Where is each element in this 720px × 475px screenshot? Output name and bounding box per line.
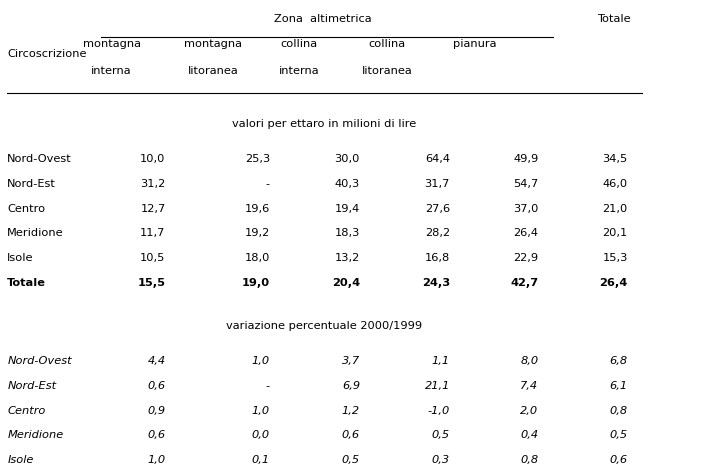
Text: Totale: Totale [7,278,46,288]
Text: 26,4: 26,4 [600,278,628,288]
Text: 8,0: 8,0 [521,356,539,366]
Text: montagna: montagna [83,39,140,49]
Text: 1,0: 1,0 [252,406,270,416]
Text: -1,0: -1,0 [428,406,450,416]
Text: 40,3: 40,3 [335,179,360,189]
Text: 15,3: 15,3 [603,253,628,263]
Text: 0,5: 0,5 [432,430,450,440]
Text: interna: interna [279,66,319,76]
Text: 22,9: 22,9 [513,253,539,263]
Text: 26,4: 26,4 [513,228,539,238]
Text: litoranea: litoranea [188,66,238,76]
Text: Nord-Est: Nord-Est [7,179,56,189]
Text: Totale: Totale [597,14,630,24]
Text: Isole: Isole [7,253,34,263]
Text: 19,0: 19,0 [242,278,270,288]
Text: 1,0: 1,0 [148,455,166,465]
Text: 19,4: 19,4 [335,204,360,214]
Text: 6,1: 6,1 [610,381,628,391]
Text: 0,3: 0,3 [432,455,450,465]
Text: -: - [266,381,270,391]
Text: 7,4: 7,4 [521,381,539,391]
Text: 54,7: 54,7 [513,179,539,189]
Text: 19,2: 19,2 [245,228,270,238]
Text: Centro: Centro [7,406,45,416]
Text: 3,7: 3,7 [342,356,360,366]
Text: Nord-Ovest: Nord-Ovest [7,154,72,164]
Text: 16,8: 16,8 [425,253,450,263]
Text: Isole: Isole [7,455,34,465]
Text: Meridione: Meridione [7,430,63,440]
Text: 30,0: 30,0 [335,154,360,164]
Text: 64,4: 64,4 [425,154,450,164]
Text: interna: interna [91,66,132,76]
Text: 0,6: 0,6 [610,455,628,465]
Text: 18,3: 18,3 [335,228,360,238]
Text: 21,1: 21,1 [425,381,450,391]
Text: 10,5: 10,5 [140,253,166,263]
Text: 24,3: 24,3 [422,278,450,288]
Text: collina: collina [280,39,318,49]
Text: 0,6: 0,6 [148,430,166,440]
Text: 0,5: 0,5 [342,455,360,465]
Text: 0,8: 0,8 [610,406,628,416]
Text: 0,9: 0,9 [148,406,166,416]
Text: 6,8: 6,8 [610,356,628,366]
Text: 0,6: 0,6 [342,430,360,440]
Text: 2,0: 2,0 [521,406,539,416]
Text: 25,3: 25,3 [245,154,270,164]
Text: 42,7: 42,7 [510,278,539,288]
Text: 0,5: 0,5 [610,430,628,440]
Text: 1,2: 1,2 [342,406,360,416]
Text: 0,8: 0,8 [521,455,539,465]
Text: 21,0: 21,0 [603,204,628,214]
Text: 11,7: 11,7 [140,228,166,238]
Text: Nord-Est: Nord-Est [7,381,56,391]
Text: 31,7: 31,7 [425,179,450,189]
Text: Zona  altimetrica: Zona altimetrica [274,14,372,24]
Text: variazione percentuale 2000/1999: variazione percentuale 2000/1999 [226,321,422,331]
Text: Meridione: Meridione [7,228,64,238]
Text: 1,0: 1,0 [252,356,270,366]
Text: 28,2: 28,2 [425,228,450,238]
Text: 4,4: 4,4 [148,356,166,366]
Text: 19,6: 19,6 [245,204,270,214]
Text: 1,1: 1,1 [432,356,450,366]
Text: Centro: Centro [7,204,45,214]
Text: 6,9: 6,9 [342,381,360,391]
Text: 34,5: 34,5 [603,154,628,164]
Text: 15,5: 15,5 [138,278,166,288]
Text: 37,0: 37,0 [513,204,539,214]
Text: 0,6: 0,6 [148,381,166,391]
Text: 10,0: 10,0 [140,154,166,164]
Text: montagna: montagna [184,39,242,49]
Text: 46,0: 46,0 [603,179,628,189]
Text: 49,9: 49,9 [513,154,539,164]
Text: collina: collina [369,39,406,49]
Text: valori per ettaro in milioni di lire: valori per ettaro in milioni di lire [232,119,416,129]
Text: 0,1: 0,1 [252,455,270,465]
Text: 20,4: 20,4 [332,278,360,288]
Text: Nord-Ovest: Nord-Ovest [7,356,72,366]
Text: 27,6: 27,6 [425,204,450,214]
Text: Circoscrizione: Circoscrizione [7,49,86,59]
Text: 0,0: 0,0 [252,430,270,440]
Text: 13,2: 13,2 [335,253,360,263]
Text: -: - [266,179,270,189]
Text: 0,4: 0,4 [521,430,539,440]
Text: litoranea: litoranea [362,66,413,76]
Text: pianura: pianura [454,39,497,49]
Text: 31,2: 31,2 [140,179,166,189]
Text: 18,0: 18,0 [245,253,270,263]
Text: 12,7: 12,7 [140,204,166,214]
Text: 20,1: 20,1 [603,228,628,238]
